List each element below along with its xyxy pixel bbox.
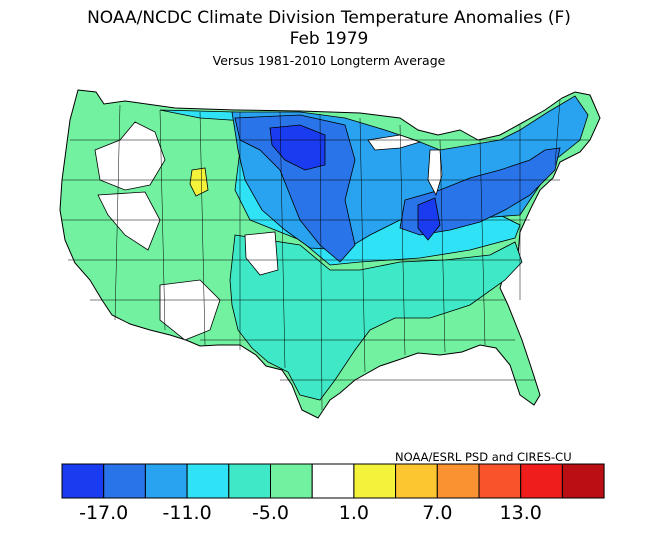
data-credit: NOAA/ESRL PSD and CIRES-CU xyxy=(395,450,572,464)
legend-tick-label: -11.0 xyxy=(163,502,212,524)
climate-division-borders xyxy=(62,99,590,411)
legend-swatch xyxy=(103,463,146,499)
anomaly-white-region-co xyxy=(244,231,279,276)
legend-tick-label: -17.0 xyxy=(79,502,128,524)
legend-swatch xyxy=(144,463,188,499)
legend-swatch xyxy=(395,463,438,499)
lake-superior xyxy=(367,134,422,151)
legend-swatch xyxy=(436,463,480,499)
legend-swatch xyxy=(478,463,522,499)
legend-swatch xyxy=(61,463,105,499)
legend-swatch xyxy=(561,463,605,499)
legend-swatch xyxy=(228,463,272,499)
legend-swatch xyxy=(520,463,563,499)
anomaly-yellow-division xyxy=(189,167,209,197)
anomaly-white-region-sw xyxy=(159,279,221,341)
anomaly-darkest-region-indiana xyxy=(417,197,441,241)
legend-swatch xyxy=(270,463,313,499)
map-subtitle: Versus 1981-2010 Longterm Average xyxy=(212,53,446,68)
anomaly-teal-region xyxy=(229,234,523,401)
legend-tick-label: -5.0 xyxy=(252,502,289,524)
legend-tick-label: 1.0 xyxy=(339,502,369,524)
legend-swatch xyxy=(311,463,355,499)
legend-swatch xyxy=(186,463,230,499)
map-date: Feb 1979 xyxy=(289,29,369,49)
map-title: NOAA/NCDC Climate Division Temperature A… xyxy=(87,8,571,28)
anomaly-white-region-nw xyxy=(94,121,166,191)
legend-swatch xyxy=(353,463,397,499)
legend-tick-label: 7.0 xyxy=(422,502,452,524)
anomaly-darkest-region xyxy=(269,124,326,171)
lake-michigan xyxy=(427,149,443,197)
anomaly-white-region-west xyxy=(97,191,161,251)
legend-tick-label: 13.0 xyxy=(500,502,542,524)
